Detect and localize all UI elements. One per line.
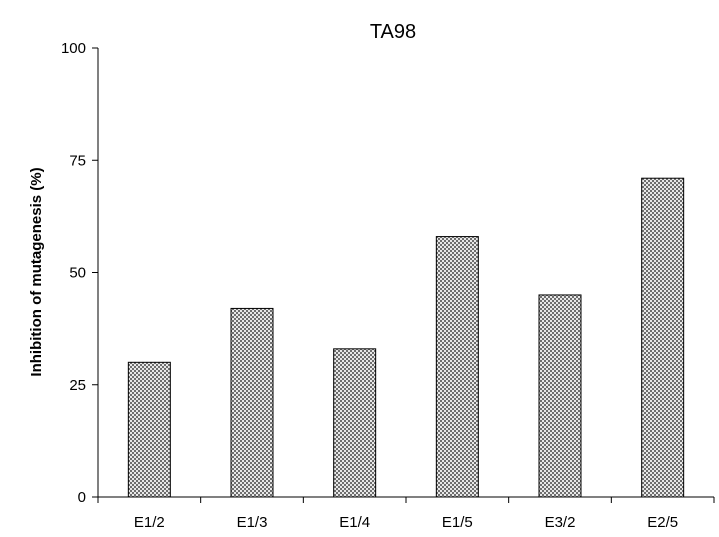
y-tick-label: 75 xyxy=(69,152,86,169)
y-tick-label: 25 xyxy=(69,377,86,394)
x-tick-label: E3/2 xyxy=(545,514,576,531)
bar-E2-5 xyxy=(641,177,685,498)
x-tick-label: E1/3 xyxy=(237,514,268,531)
x-tick-label: E1/5 xyxy=(442,514,473,531)
bar-E1-2 xyxy=(127,361,171,498)
x-tick-label: E1/4 xyxy=(339,514,370,531)
y-tick-label: 100 xyxy=(61,40,86,57)
bar-E1-4 xyxy=(333,348,377,498)
x-axis: E1/2 E1/3 E1/4 E1/5 E3/2 E2/5 xyxy=(97,496,715,531)
bar-E1-5 xyxy=(435,236,479,498)
y-tick-label: 50 xyxy=(69,265,86,282)
y-axis-label: Inhibition of mutagenesis (%) xyxy=(28,167,45,376)
bar-E1-3 xyxy=(230,307,274,498)
x-tick-label: E1/2 xyxy=(134,514,165,531)
chart-title: TA98 xyxy=(370,21,416,43)
x-tick-label: E2/5 xyxy=(647,514,678,531)
bars xyxy=(127,177,685,498)
y-axis: 0 25 50 75 100 xyxy=(61,40,99,506)
y-tick-label: 0 xyxy=(78,489,86,506)
bar-E3-2 xyxy=(538,294,582,498)
